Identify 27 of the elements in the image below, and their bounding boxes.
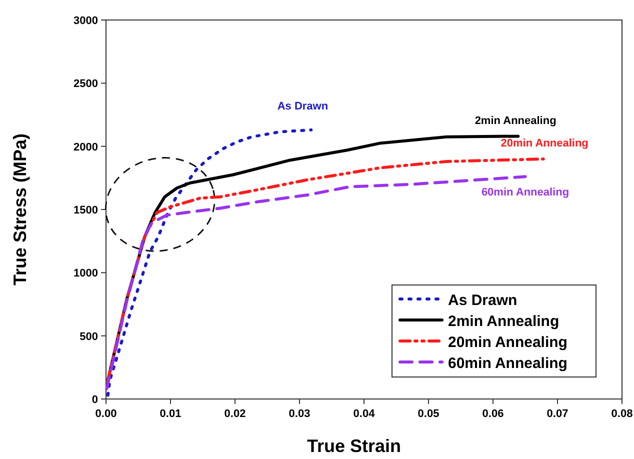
y-tick-label: 0 <box>92 394 98 406</box>
y-tick-label: 2500 <box>74 78 98 90</box>
y-axis-title: True Stress (MPa) <box>10 133 30 286</box>
x-axis-title: True Strain <box>306 436 402 456</box>
y-tick-label: 1500 <box>74 204 98 216</box>
y-tick-label: 1000 <box>74 268 98 280</box>
x-tick-label: 0.04 <box>353 408 376 420</box>
y-tick-label: 3000 <box>74 15 98 27</box>
legend-label: 2min Annealing <box>448 313 560 330</box>
text: 2min Annealing <box>474 115 556 128</box>
legend-label: 20min Annealing <box>448 334 568 351</box>
x-tick-label: 0.03 <box>288 408 310 420</box>
x-tick-label: 0.08 <box>611 408 633 420</box>
text: 60min Annealing <box>481 186 570 199</box>
y-tick-label: 2000 <box>74 141 98 154</box>
text: As Drawn <box>277 100 328 113</box>
x-tick-label: 0.02 <box>224 408 246 420</box>
y-tick-label: 500 <box>80 330 98 343</box>
legend-label: As Drawn <box>448 292 518 309</box>
x-tick-label: 0.06 <box>482 408 504 420</box>
x-tick-label: 0.05 <box>418 408 440 420</box>
legend-label: 60min Annealing <box>448 355 568 372</box>
text: 20min Annealing <box>500 137 588 150</box>
x-tick-label: 0.00 <box>95 408 117 420</box>
line-series <box>106 128 313 397</box>
x-tick-label: 0.01 <box>160 408 182 420</box>
x-tick-label: 0.07 <box>546 408 568 420</box>
